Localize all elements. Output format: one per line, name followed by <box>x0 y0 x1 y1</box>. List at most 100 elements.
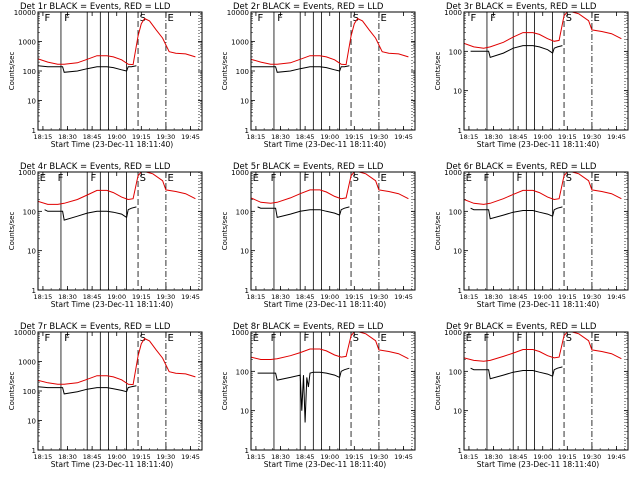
y-tick-label: 10 <box>27 98 36 106</box>
x-tick-label: 19:30 <box>157 453 176 461</box>
chart-title: Det 2r BLACK = Events, RED = LLD <box>233 2 384 12</box>
x-tick-label: 18:45 <box>83 453 102 461</box>
chart-title: Det 3r BLACK = Events, RED = LLD <box>446 2 597 12</box>
x-axis-label: Start Time (23-Dec-11 18:11:40) <box>51 460 173 469</box>
plot-frame <box>463 331 629 451</box>
x-tick-label: 19:45 <box>607 133 626 141</box>
x-tick-label: 19:45 <box>394 133 413 141</box>
y-tick-label: 1000 <box>18 39 36 47</box>
series-line-events <box>251 65 350 73</box>
x-tick-label: 18:30 <box>484 133 503 141</box>
x-tick-label: 19:15 <box>558 293 577 301</box>
detector-panel-7r: Det 7r BLACK = Events, RED = LLD F F S E 1 10 1… <box>0 320 213 480</box>
x-tick-label: 19:15 <box>132 453 151 461</box>
x-tick-label: 19:00 <box>320 453 339 461</box>
series-line-lld <box>38 17 196 66</box>
x-tick-label: 19:15 <box>558 133 577 141</box>
event-marker-label: F <box>90 173 96 184</box>
event-marker-label: S <box>566 173 572 184</box>
x-tick-label: 19:30 <box>370 133 389 141</box>
plot-frame <box>37 171 203 291</box>
x-tick-label: 19:00 <box>107 133 126 141</box>
plot-frame <box>37 331 203 451</box>
series-line-events <box>470 206 563 220</box>
event-marker-label: E <box>466 333 472 344</box>
y-tick-label: 1 <box>245 127 249 135</box>
plot-frame <box>37 11 203 131</box>
event-marker-label: S <box>140 13 146 24</box>
series-line-lld <box>251 172 409 204</box>
x-tick-label: 18:15 <box>34 133 53 141</box>
x-axis-label: Start Time (23-Dec-11 18:11:40) <box>51 140 173 149</box>
y-tick-label: 1 <box>245 447 249 455</box>
y-axis-label: Counts/sec <box>434 212 442 251</box>
y-tick-label: 10000 <box>14 9 36 17</box>
x-tick-label: 18:45 <box>509 293 528 301</box>
chart-title: Det 4r BLACK = Events, RED = LLD <box>20 162 171 172</box>
plot-frame <box>250 331 416 451</box>
event-marker-label: F <box>271 333 277 344</box>
series-group <box>251 17 409 73</box>
y-tick-label: 100 <box>23 208 36 216</box>
series-group <box>38 337 196 395</box>
x-tick-label: 19:30 <box>583 453 602 461</box>
x-tick-label: 19:30 <box>583 133 602 141</box>
event-marker-label: S <box>353 173 359 184</box>
x-tick-label: 18:30 <box>58 133 77 141</box>
event-marker-label: F <box>277 13 283 24</box>
y-axis-label: Counts/sec <box>221 372 229 411</box>
series-group <box>464 12 622 59</box>
event-marker-label: E <box>594 173 600 184</box>
event-marker-label: F <box>516 333 522 344</box>
series-line-lld <box>464 12 622 49</box>
x-tick-label: 18:15 <box>460 293 479 301</box>
x-tick-label: 19:00 <box>320 133 339 141</box>
y-tick-label: 1 <box>32 127 36 135</box>
y-tick-label: 1 <box>32 447 36 455</box>
event-marker-label: S <box>140 173 146 184</box>
y-tick-label: 1000 <box>231 169 249 177</box>
y-axis-label: Counts/sec <box>221 212 229 251</box>
series-line-events <box>44 206 137 221</box>
y-tick-label: 100 <box>236 368 249 376</box>
x-tick-label: 18:30 <box>271 453 290 461</box>
x-tick-label: 19:00 <box>107 453 126 461</box>
series-line-lld <box>464 332 622 362</box>
x-tick-label: 19:00 <box>533 453 552 461</box>
y-axis-label: Counts/sec <box>8 52 16 91</box>
y-tick-label: 1000 <box>18 359 36 367</box>
x-tick-label: 18:45 <box>509 133 528 141</box>
chart-title: Det 7r BLACK = Events, RED = LLD <box>20 322 171 332</box>
y-axis-label: Counts/sec <box>434 372 442 411</box>
detector-panel-8r: Det 8r BLACK = Events, RED = LLD E F F S E 1 10… <box>213 320 426 480</box>
series-line-lld <box>464 172 622 205</box>
event-marker-label: E <box>381 13 387 24</box>
event-marker-label: E <box>381 333 387 344</box>
y-tick-label: 1 <box>32 287 36 295</box>
series-group <box>38 172 196 221</box>
series-group <box>251 332 409 423</box>
x-tick-label: 18:15 <box>247 293 266 301</box>
x-tick-label: 18:30 <box>58 293 77 301</box>
plot-frame <box>250 11 416 131</box>
event-marker-label: E <box>168 13 174 24</box>
x-tick-label: 19:15 <box>132 133 151 141</box>
y-tick-label: 1000 <box>18 169 36 177</box>
y-tick-label: 100 <box>449 368 462 376</box>
y-tick-label: 100 <box>236 208 249 216</box>
y-tick-label: 10 <box>453 408 462 416</box>
event-marker-label: F <box>484 333 490 344</box>
event-marker-label: F <box>516 173 522 184</box>
y-tick-label: 10000 <box>14 329 36 337</box>
x-tick-label: 19:30 <box>370 453 389 461</box>
x-tick-label: 18:30 <box>484 453 503 461</box>
y-tick-label: 10 <box>453 88 462 96</box>
x-tick-label: 18:45 <box>509 453 528 461</box>
x-tick-label: 19:15 <box>558 453 577 461</box>
y-tick-label: 10 <box>240 408 249 416</box>
